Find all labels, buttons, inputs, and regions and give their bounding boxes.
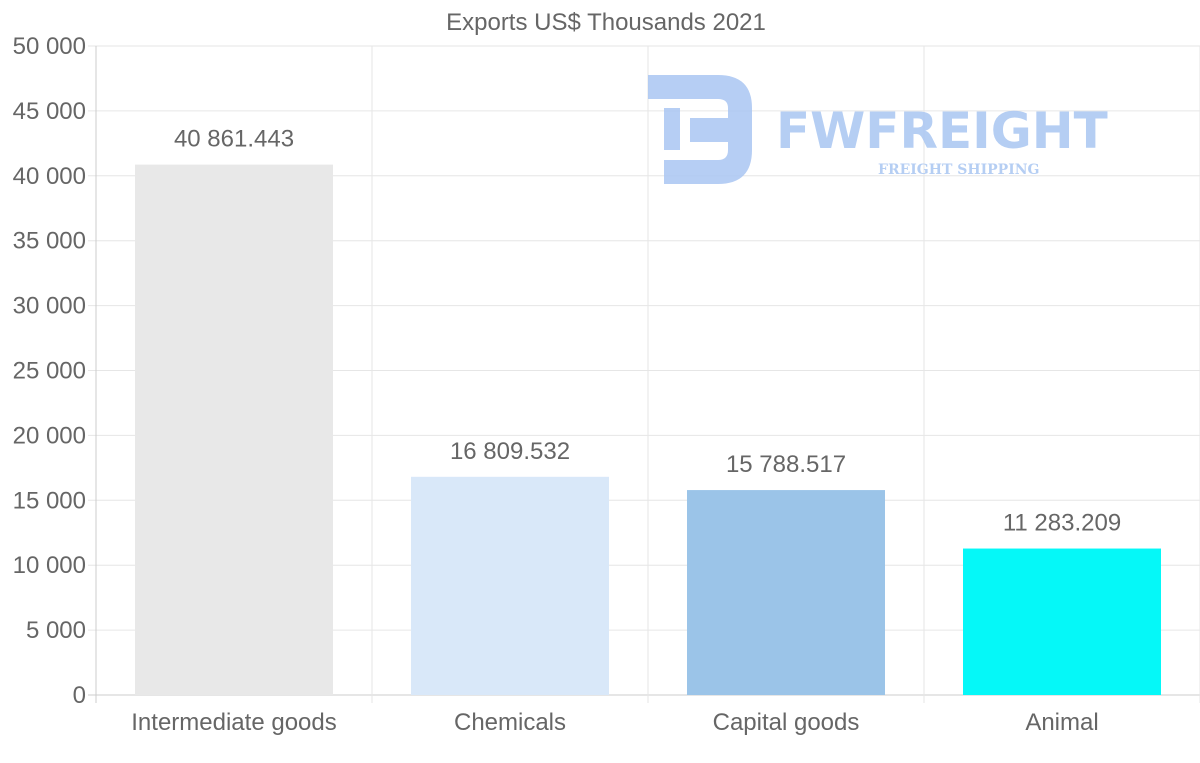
bar bbox=[135, 164, 333, 695]
y-tick-label: 40 000 bbox=[13, 163, 86, 190]
bar-value-label: 15 788.517 bbox=[726, 451, 846, 478]
x-tick-label: Intermediate goods bbox=[131, 709, 336, 736]
y-axis: 0 5 000 10 000 15 000 20 000 25 000 30 000 35 0… bbox=[13, 33, 86, 709]
y-tick-label: 0 bbox=[73, 682, 86, 709]
bar bbox=[687, 490, 885, 695]
bar-value-label: 16 809.532 bbox=[450, 438, 570, 465]
x-tick-label: Chemicals bbox=[454, 709, 566, 736]
y-tick-label: 25 000 bbox=[13, 358, 86, 385]
x-tick-label: Capital goods bbox=[713, 709, 860, 736]
bars: 40 861.443 16 809.532 15 788.517 11 283.209 bbox=[135, 126, 1161, 695]
logo-icon bbox=[648, 75, 752, 184]
y-tick-label: 5 000 bbox=[26, 617, 86, 644]
y-tick-label: 15 000 bbox=[13, 487, 86, 514]
chart-title: Exports US$ Thousands 2021 bbox=[446, 9, 766, 36]
bar-value-label: 40 861.443 bbox=[174, 126, 294, 153]
y-tick-label: 45 000 bbox=[13, 98, 86, 125]
x-axis: Intermediate goods Chemicals Capital goods… bbox=[131, 709, 1098, 736]
y-tick-label: 20 000 bbox=[13, 422, 86, 449]
bar bbox=[963, 548, 1161, 695]
watermark-logo: FWFREIGHT FREIGHT SHIPPING bbox=[648, 75, 1108, 184]
watermark-name: FWFREIGHT bbox=[776, 102, 1108, 160]
y-tick-label: 35 000 bbox=[13, 228, 86, 255]
y-tick-label: 30 000 bbox=[13, 293, 86, 320]
y-tick-label: 50 000 bbox=[13, 33, 86, 60]
bar bbox=[411, 476, 609, 695]
x-tick-label: Animal bbox=[1025, 709, 1098, 736]
y-tick-label: 10 000 bbox=[13, 552, 86, 579]
bar-value-label: 11 283.209 bbox=[1003, 510, 1121, 537]
watermark-tagline: FREIGHT SHIPPING bbox=[878, 162, 1040, 178]
